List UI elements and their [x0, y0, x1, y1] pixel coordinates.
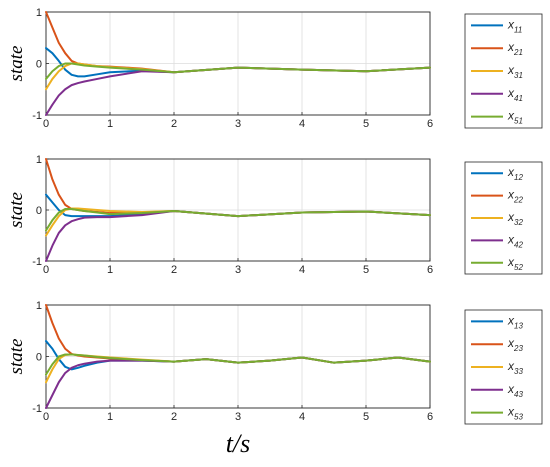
- legend-label-subscript: 42: [514, 240, 523, 249]
- legend-label-base: x: [507, 359, 515, 373]
- legend-label-subscript: 13: [514, 321, 523, 330]
- legend-label-subscript: 33: [514, 367, 523, 376]
- legend-label-x32: x32: [507, 210, 523, 227]
- y-tick-label: 0: [36, 352, 42, 364]
- x-tick-label: 3: [235, 264, 241, 276]
- legend-label-base: x: [507, 17, 515, 31]
- y-axis-label: state: [6, 339, 27, 375]
- y-axis-label: state: [6, 46, 27, 82]
- legend-label-x23: x23: [507, 336, 523, 353]
- y-tick-label: 1: [36, 300, 42, 312]
- legend-label-subscript: 23: [513, 344, 523, 353]
- x-tick-label: 2: [171, 118, 177, 130]
- y-tick-label: -1: [32, 256, 42, 268]
- legend-label-base: x: [507, 210, 515, 224]
- x-tick-label: 0: [43, 264, 49, 276]
- legend-label-x12: x12: [507, 165, 523, 182]
- legend-label-subscript: 41: [514, 94, 523, 103]
- legend-label-base: x: [507, 63, 515, 77]
- x-tick-label: 6: [427, 411, 433, 423]
- legend-label-x42: x42: [507, 232, 523, 249]
- legend-label-x11: x11: [507, 17, 522, 34]
- legend-label-x51: x51: [507, 109, 523, 126]
- x-tick-label: 6: [427, 264, 433, 276]
- y-tick-label: 1: [36, 154, 42, 166]
- legend-label-base: x: [507, 86, 515, 100]
- legend-label-subscript: 53: [514, 413, 523, 422]
- legend-label-base: x: [507, 40, 515, 54]
- x-tick-label: 1: [107, 264, 113, 276]
- legend-label-x52: x52: [507, 255, 523, 272]
- legend-label-x22: x22: [507, 188, 523, 205]
- legend-label-base: x: [507, 255, 515, 269]
- legend-label-x53: x53: [507, 405, 523, 422]
- legend-label-subscript: 43: [514, 390, 523, 399]
- y-tick-label: -1: [32, 110, 42, 122]
- series-line-x53: [45, 353, 431, 376]
- legend-label-x33: x33: [507, 359, 523, 376]
- legend-label-x43: x43: [507, 382, 523, 399]
- legend-label-base: x: [507, 188, 515, 202]
- legend-label-base: x: [507, 405, 515, 419]
- legend-label-base: x: [507, 313, 515, 327]
- legend-label-subscript: 21: [513, 48, 523, 57]
- x-tick-label: 0: [43, 411, 49, 423]
- x-tick-label: 6: [427, 118, 433, 130]
- legend-label-base: x: [507, 336, 515, 350]
- x-tick-label: 1: [107, 411, 113, 423]
- legend-label-subscript: 32: [514, 218, 523, 227]
- y-tick-label: -1: [32, 403, 42, 415]
- x-tick-label: 5: [363, 411, 369, 423]
- x-tick-label: 4: [299, 118, 305, 130]
- legend-label-subscript: 51: [514, 117, 523, 126]
- series-line-x52: [45, 207, 431, 232]
- x-tick-label: 2: [171, 411, 177, 423]
- legend-label-x21: x21: [507, 40, 523, 57]
- y-tick-label: 0: [36, 205, 42, 217]
- x-tick-label: 3: [235, 118, 241, 130]
- y-axis-label: state: [6, 192, 27, 228]
- x-tick-label: 4: [299, 411, 305, 423]
- x-tick-label: 0: [43, 118, 49, 130]
- x-tick-label: 1: [107, 118, 113, 130]
- legend-label-x41: x41: [507, 86, 523, 103]
- legend-label-subscript: 52: [514, 263, 523, 272]
- legend-label-base: x: [507, 165, 515, 179]
- x-tick-label: 5: [363, 118, 369, 130]
- x-tick-label: 5: [363, 264, 369, 276]
- y-tick-label: 1: [36, 7, 42, 19]
- legend-label-subscript: 31: [514, 71, 523, 80]
- legend-label-x31: x31: [507, 63, 523, 80]
- legend-label-subscript: 12: [514, 173, 523, 182]
- y-tick-label: 0: [36, 59, 42, 71]
- x-tick-label: 3: [235, 411, 241, 423]
- legend-label-subscript: 11: [514, 25, 522, 34]
- x-axis-label: t/s: [226, 429, 251, 458]
- legend-label-subscript: 22: [513, 196, 523, 205]
- x-tick-label: 4: [299, 264, 305, 276]
- legend-label-x13: x13: [507, 313, 523, 330]
- legend-label-base: x: [507, 109, 515, 123]
- x-tick-label: 2: [171, 264, 177, 276]
- legend-label-base: x: [507, 232, 515, 246]
- series-line-x51: [45, 62, 431, 80]
- legend-label-base: x: [507, 382, 515, 396]
